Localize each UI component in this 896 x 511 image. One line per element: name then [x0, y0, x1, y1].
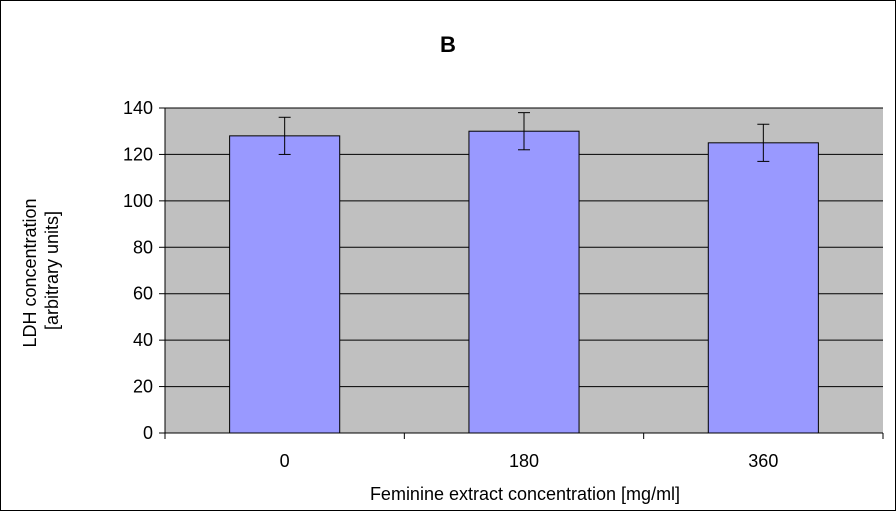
y-tick-label: 100 [123, 191, 153, 211]
bar [707, 142, 819, 434]
y-axis-label: LDH concentration [arbitrary units] [20, 193, 62, 347]
x-tick-label: 0 [280, 451, 290, 471]
y-axis-label-line-1: LDH concentration [20, 198, 40, 347]
y-tick-label: 140 [123, 98, 153, 118]
x-tick-label: 180 [509, 451, 539, 471]
bar [468, 130, 580, 434]
y-tick-label: 20 [133, 377, 153, 397]
x-tick-label: 360 [748, 451, 778, 471]
x-axis-label: Feminine extract concentration [mg/ml] [370, 484, 680, 504]
y-tick-label: 80 [133, 237, 153, 257]
plot-area: 0 20 40 60 80 100 120 140 0 180 360 [123, 98, 884, 471]
y-axis-label-line-2: [arbitrary units] [42, 211, 62, 330]
chart-title: B [440, 32, 456, 57]
y-tick-label: 40 [133, 330, 153, 350]
y-tick-label: 60 [133, 284, 153, 304]
y-tick-label: 0 [143, 423, 153, 443]
y-tick-label: 120 [123, 144, 153, 164]
bar [229, 135, 341, 434]
